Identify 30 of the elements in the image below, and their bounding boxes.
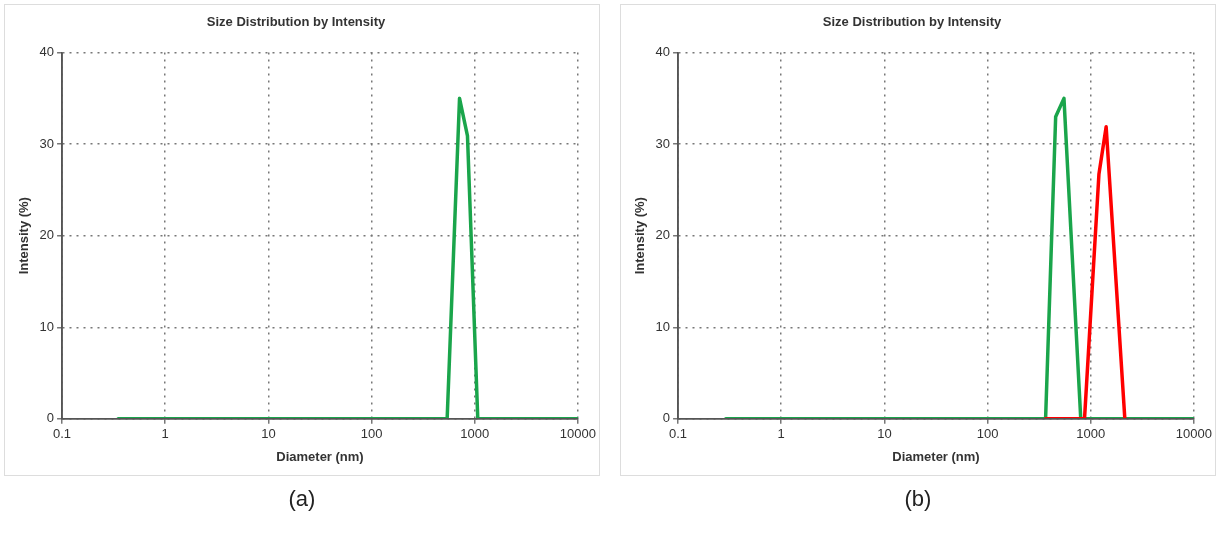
y-tick-label: 20: [655, 227, 671, 243]
x-axis-title: Diameter (nm): [276, 448, 364, 464]
y-tick-label: 30: [655, 135, 671, 151]
chart-title: Size Distribution by Intensity: [822, 14, 1002, 30]
x-tick-label: 0.1: [53, 426, 72, 442]
y-axis-title: Intensity (%): [632, 197, 648, 275]
x-tick-label: 10: [877, 426, 892, 442]
x-axis-title: Diameter (nm): [892, 448, 980, 464]
x-tick-label: 1: [161, 426, 169, 442]
y-tick-label: 0: [662, 410, 671, 426]
chart-title: Size Distribution by Intensity: [206, 14, 386, 30]
y-tick-label: 40: [655, 44, 671, 60]
y-tick-label: 10: [655, 318, 671, 334]
y-axis-title: Intensity (%): [16, 197, 32, 275]
text: (b): [903, 486, 933, 512]
x-tick-label: 10: [261, 426, 276, 442]
x-tick-label: 1000: [460, 426, 490, 442]
y-tick-label: 10: [39, 318, 55, 334]
y-tick-label: 40: [39, 44, 55, 60]
y-tick-label: 0: [46, 410, 55, 426]
x-tick-label: 10000: [559, 426, 596, 442]
x-tick-label: 100: [360, 426, 383, 442]
x-tick-label: 100: [976, 426, 999, 442]
x-tick-label: 10000: [1175, 426, 1212, 442]
y-tick-label: 30: [39, 135, 55, 151]
text: (a): [287, 486, 317, 512]
x-tick-label: 1: [777, 426, 785, 442]
x-tick-label: 0.1: [669, 426, 688, 442]
y-tick-label: 20: [39, 227, 55, 243]
x-tick-label: 1000: [1076, 426, 1106, 442]
